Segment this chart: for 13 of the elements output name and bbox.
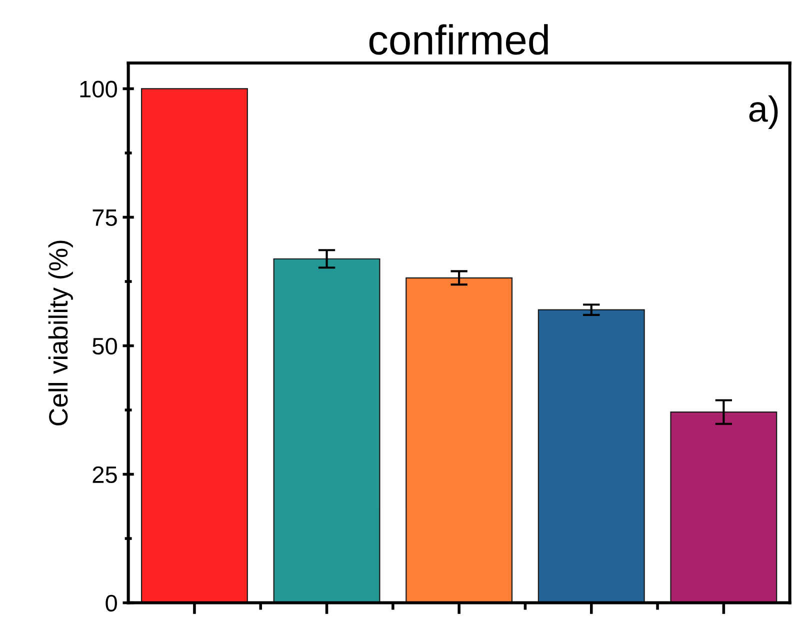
y-tick-label: 0	[106, 594, 117, 612]
y-tick-label: 100	[80, 80, 117, 98]
bar	[670, 412, 778, 603]
annotation: a)	[749, 95, 778, 130]
y-tick-label: 25	[92, 466, 117, 484]
bar	[273, 258, 380, 603]
y-tick-label: 75	[92, 210, 117, 226]
chart-title: confirmed	[369, 24, 548, 55]
y-tick-label: 50	[92, 338, 117, 355]
y-axis-title: Cell viability (%)	[48, 240, 73, 426]
bar	[538, 309, 645, 603]
bar	[406, 277, 513, 603]
bar	[140, 88, 248, 603]
